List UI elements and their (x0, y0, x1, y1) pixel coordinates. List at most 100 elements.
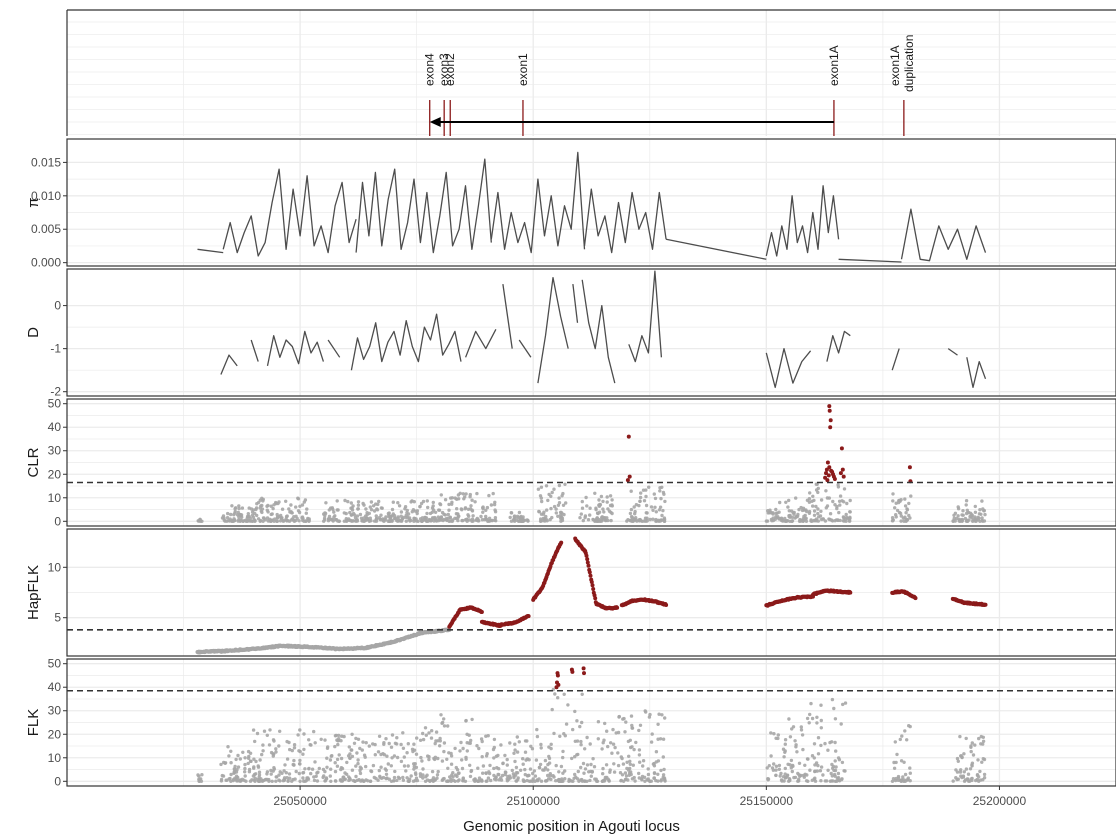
background-point (560, 494, 564, 498)
background-point (329, 779, 333, 783)
background-point (219, 779, 224, 783)
background-point (356, 507, 360, 511)
background-point (659, 768, 663, 773)
background-point (391, 779, 396, 783)
background-point (969, 777, 974, 781)
background-point (831, 499, 835, 504)
background-point (974, 778, 978, 783)
background-point (521, 757, 525, 761)
background-point (961, 509, 965, 513)
background-point (537, 509, 541, 514)
background-point (240, 515, 244, 519)
background-point (390, 733, 395, 737)
significant-point (828, 418, 833, 423)
background-point (549, 494, 553, 498)
background-point (774, 768, 778, 772)
background-point (439, 517, 443, 522)
background-point (380, 506, 384, 510)
y-tick-label: 20 (48, 727, 62, 741)
background-point (964, 736, 968, 741)
background-point (450, 502, 454, 506)
panel-border-clr (66, 398, 1116, 527)
background-point (382, 742, 386, 746)
background-point (803, 517, 808, 521)
series-line-segment (826, 330, 851, 362)
background-point (325, 765, 329, 769)
background-point (243, 770, 247, 774)
y-tick-label: 0.005 (31, 222, 61, 236)
background-point (248, 779, 253, 783)
background-point (784, 500, 788, 504)
background-point (231, 777, 236, 782)
background-point (463, 779, 468, 783)
background-point (838, 503, 842, 507)
background-point (326, 745, 330, 749)
background-point (229, 749, 233, 753)
background-point (480, 739, 484, 744)
background-point (470, 717, 474, 722)
background-point (563, 482, 567, 486)
background-point (605, 729, 609, 733)
background-point (585, 735, 589, 740)
background-point (617, 715, 621, 719)
background-point (258, 519, 262, 523)
background-point (467, 741, 471, 745)
significant-point (664, 603, 669, 607)
background-point (659, 496, 663, 501)
background-point (275, 512, 279, 517)
background-point (421, 737, 426, 742)
background-point (644, 494, 648, 499)
background-point (611, 727, 615, 732)
background-point (339, 739, 343, 743)
background-point (294, 505, 298, 509)
background-point (395, 755, 400, 760)
background-point (260, 503, 264, 508)
background-point (785, 773, 790, 777)
background-point (908, 771, 912, 775)
background-point (377, 499, 381, 504)
background-point (772, 762, 776, 766)
background-point (522, 779, 527, 783)
background-point (261, 516, 266, 520)
y-tick-label: 30 (48, 444, 62, 458)
background-point (656, 772, 660, 776)
background-point (285, 514, 289, 518)
background-point (621, 779, 626, 783)
background-point (337, 737, 341, 741)
background-point (364, 741, 368, 745)
background-point (783, 749, 787, 753)
background-point (401, 746, 406, 750)
background-point (302, 747, 306, 752)
background-point (976, 758, 980, 762)
background-point (268, 519, 273, 523)
exon-sublabel: duplication (902, 35, 916, 92)
background-point (955, 777, 959, 782)
background-point (806, 757, 810, 761)
background-point (405, 751, 409, 755)
background-point (981, 735, 985, 739)
background-point (510, 768, 514, 773)
background-point (406, 515, 410, 519)
background-point (907, 724, 911, 728)
background-point (785, 519, 790, 523)
background-point (969, 749, 973, 754)
background-point (976, 515, 980, 519)
background-point (601, 507, 605, 511)
background-point (305, 507, 309, 511)
background-point (515, 750, 520, 754)
background-point (228, 776, 232, 781)
background-point (453, 496, 457, 500)
background-point (595, 511, 600, 515)
background-point (427, 731, 431, 735)
background-point (243, 766, 247, 771)
background-point (547, 745, 551, 749)
background-point (905, 738, 909, 742)
background-point (782, 755, 786, 759)
background-point (616, 763, 621, 768)
background-point (297, 762, 302, 766)
background-point (342, 511, 346, 515)
background-point (828, 512, 833, 516)
background-point (600, 779, 605, 783)
background-point (377, 734, 382, 738)
background-point (976, 518, 980, 522)
